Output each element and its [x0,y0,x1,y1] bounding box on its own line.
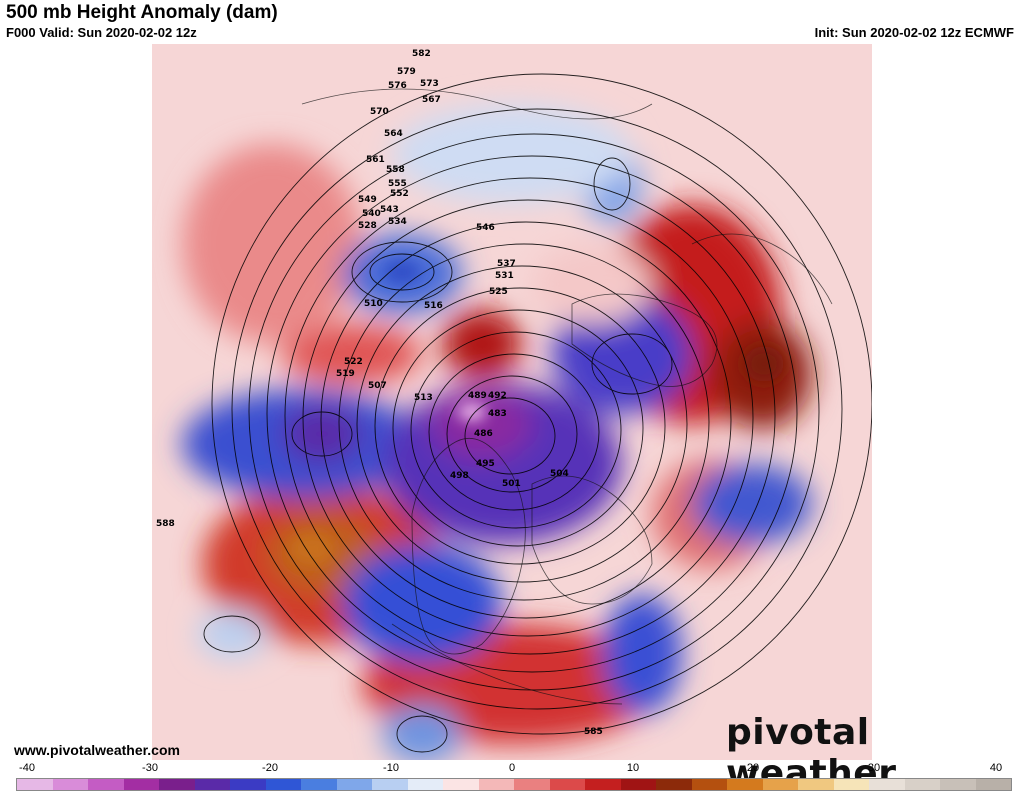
colorbar-swatch [869,779,905,790]
contour-label: 540 [362,209,381,219]
contour-label: 573 [420,79,439,89]
contour-label: 561 [366,155,385,165]
colorbar-swatch [301,779,337,790]
contour-label: 492 [488,391,507,401]
contour-label: 522 [344,357,363,367]
contour-label: 564 [384,129,403,139]
map-svg: 582 579 576 573 567 570 564 561 558 555 … [152,44,872,760]
colorbar-tick: 30 [867,762,881,774]
contour-label: 534 [388,217,407,227]
colorbar-swatch [17,779,53,790]
colorbar-swatch [478,779,514,790]
colorbar-swatch [727,779,763,790]
colorbar-swatch [88,779,124,790]
contour-label: 516 [424,301,443,311]
colorbar-swatch [514,779,550,790]
contour-label: 549 [358,195,377,205]
colorbar-swatch [265,779,301,790]
contour-label: 495 [476,459,495,469]
colorbar-swatch [123,779,159,790]
colorbar-tick: -10 [383,762,399,774]
colorbar-swatch [904,779,940,790]
contour-label: 570 [370,107,389,117]
contour-label: 498 [450,471,469,481]
colorbar-swatch [585,779,621,790]
contour-label: 489 [468,391,487,401]
contour-label: 537 [497,259,516,269]
colorbar-swatch [336,779,372,790]
contour-label: 555 [388,179,407,189]
colorbar-tick: -40 [19,762,35,774]
map-title: 500 mb Height Anomaly (dam) [6,2,278,23]
colorbar-tick: 40 [989,762,1003,774]
colorbar-swatch [443,779,479,790]
colorbar-tick: 10 [626,762,640,774]
colorbar [16,778,1012,791]
height-contours [203,73,872,753]
colorbar-tick: 20 [746,762,760,774]
contour-label: 501 [502,479,521,489]
colorbar-swatch [975,779,1011,790]
contour-label: 483 [488,409,507,419]
colorbar-tick: -30 [142,762,158,774]
colorbar-swatch [620,779,656,790]
contour-label: 576 [388,81,407,91]
contour-label: 510 [364,299,383,309]
colorbar-swatch [549,779,585,790]
contour-label: 588 [156,519,175,529]
coastlines [301,88,833,705]
contour-label: 552 [390,189,409,199]
colorbar-swatch [230,779,266,790]
colorbar-swatch [798,779,834,790]
colorbar-swatch [372,779,408,790]
contour-label: 525 [489,287,508,297]
colorbar-swatch [407,779,443,790]
contour-label: 504 [550,469,569,479]
colorbar-ticks: -40 -30 -20 -10 0 10 20 30 40 [0,762,1024,776]
colorbar-swatch [833,779,869,790]
colorbar-swatch [940,779,976,790]
init-time: Init: Sun 2020-02-02 12z ECMWF [814,25,1014,40]
site-url[interactable]: www.pivotalweather.com [14,742,180,758]
contour-label: 513 [414,393,433,403]
contour-label: 582 [412,49,431,59]
colorbar-tick: 0 [508,762,516,774]
valid-time: F000 Valid: Sun 2020-02-02 12z [6,25,197,40]
contour-label: 486 [474,429,493,439]
anomaly-fills [182,104,812,760]
colorbar-swatch [762,779,798,790]
contour-label: 531 [495,271,514,281]
contour-label: 579 [397,67,416,77]
colorbar-swatch [656,779,692,790]
brand-logo: pivotal weather [726,712,897,794]
contour-label: 528 [358,221,377,231]
colorbar-swatch [194,779,230,790]
contour-labels: 582 579 576 573 567 570 564 561 558 555 … [156,49,603,737]
contour-label: 558 [386,165,405,175]
header: 500 mb Height Anomaly (dam) F000 Valid: … [0,0,1024,44]
anomaly-map: 582 579 576 573 567 570 564 561 558 555 … [152,44,872,760]
contour-label: 519 [336,369,355,379]
contour-label: 567 [422,95,441,105]
contour-label: 543 [380,205,399,215]
contour-label: 585 [584,727,603,737]
colorbar-swatch [159,779,195,790]
colorbar-swatch [52,779,88,790]
contour-label: 507 [368,381,387,391]
colorbar-tick: -20 [262,762,278,774]
contour-label: 546 [476,223,495,233]
colorbar-swatch [691,779,727,790]
